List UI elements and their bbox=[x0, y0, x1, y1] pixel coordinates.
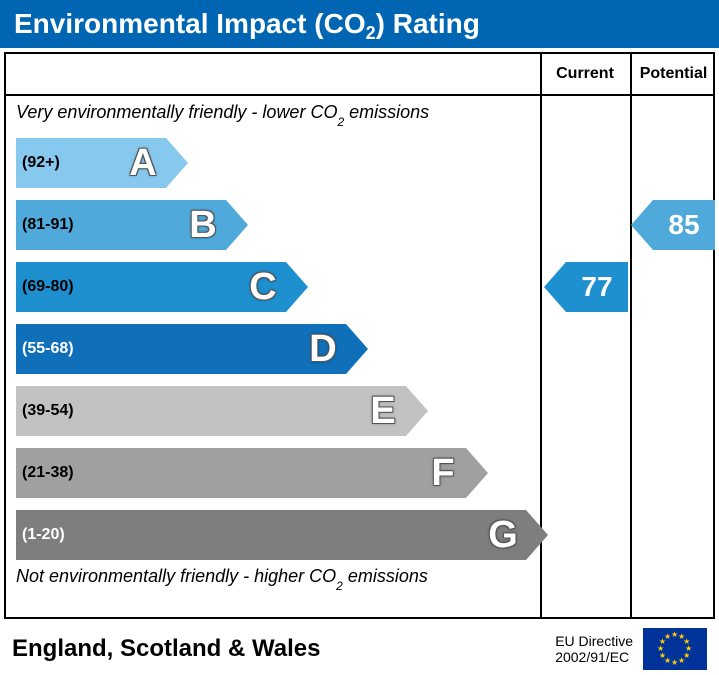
pointer-current-value: 77 bbox=[566, 262, 628, 312]
rating-band-g: (1-20) G bbox=[16, 510, 548, 560]
column-divider-2 bbox=[630, 54, 632, 617]
band-letter-c: C bbox=[240, 262, 286, 312]
band-range-d: (55-68) bbox=[22, 324, 74, 374]
band-letter-e: E bbox=[360, 386, 406, 436]
header-potential-label: Potential bbox=[640, 65, 708, 83]
band-range-c: (69-80) bbox=[22, 262, 74, 312]
band-range-f: (21-38) bbox=[22, 448, 74, 498]
rating-band-a: (92+) A bbox=[16, 138, 188, 188]
eu-flag-icon: ★★★★★★★★★★★★ bbox=[643, 628, 707, 670]
band-letter-b: B bbox=[180, 200, 226, 250]
header-potential: Potential bbox=[630, 54, 717, 94]
directive-line2: 2002/91/EC bbox=[555, 649, 633, 665]
directive-line1: EU Directive bbox=[555, 633, 633, 649]
band-letter-d: D bbox=[300, 324, 346, 374]
rating-band-d: (55-68) D bbox=[16, 324, 368, 374]
title-bar: Environmental Impact (CO2) Rating bbox=[0, 0, 719, 48]
band-letter-g: G bbox=[480, 510, 526, 560]
header-current-label: Current bbox=[556, 65, 614, 83]
footer-directive: EU Directive 2002/91/EC ★★★★★★★★★★★★ bbox=[555, 628, 707, 670]
directive-text: EU Directive 2002/91/EC bbox=[555, 633, 633, 665]
footer: England, Scotland & Wales EU Directive 2… bbox=[4, 623, 715, 675]
header-divider bbox=[6, 94, 713, 96]
band-range-g: (1-20) bbox=[22, 510, 65, 560]
band-letter-f: F bbox=[420, 448, 466, 498]
pointer-current: 77 bbox=[544, 262, 628, 312]
pointer-potential-value: 85 bbox=[653, 200, 715, 250]
pointer-potential: 85 bbox=[631, 200, 715, 250]
header-current: Current bbox=[540, 54, 630, 94]
band-range-e: (39-54) bbox=[22, 386, 74, 436]
chart-frame: Current Potential Very environmentally f… bbox=[4, 52, 715, 619]
rating-band-c: (69-80) C bbox=[16, 262, 308, 312]
band-letter-a: A bbox=[120, 138, 166, 188]
rating-band-b: (81-91) B bbox=[16, 200, 248, 250]
band-range-b: (81-91) bbox=[22, 200, 74, 250]
title-text: Environmental Impact (CO2) Rating bbox=[14, 8, 480, 40]
rating-band-e: (39-54) E bbox=[16, 386, 428, 436]
epc-rating-chart: Environmental Impact (CO2) Rating Curren… bbox=[0, 0, 719, 675]
top-caption: Very environmentally friendly - lower CO… bbox=[16, 102, 429, 126]
band-range-a: (92+) bbox=[22, 138, 60, 188]
rating-band-f: (21-38) F bbox=[16, 448, 488, 498]
bottom-caption: Not environmentally friendly - higher CO… bbox=[16, 566, 428, 590]
footer-region: England, Scotland & Wales bbox=[12, 635, 320, 663]
